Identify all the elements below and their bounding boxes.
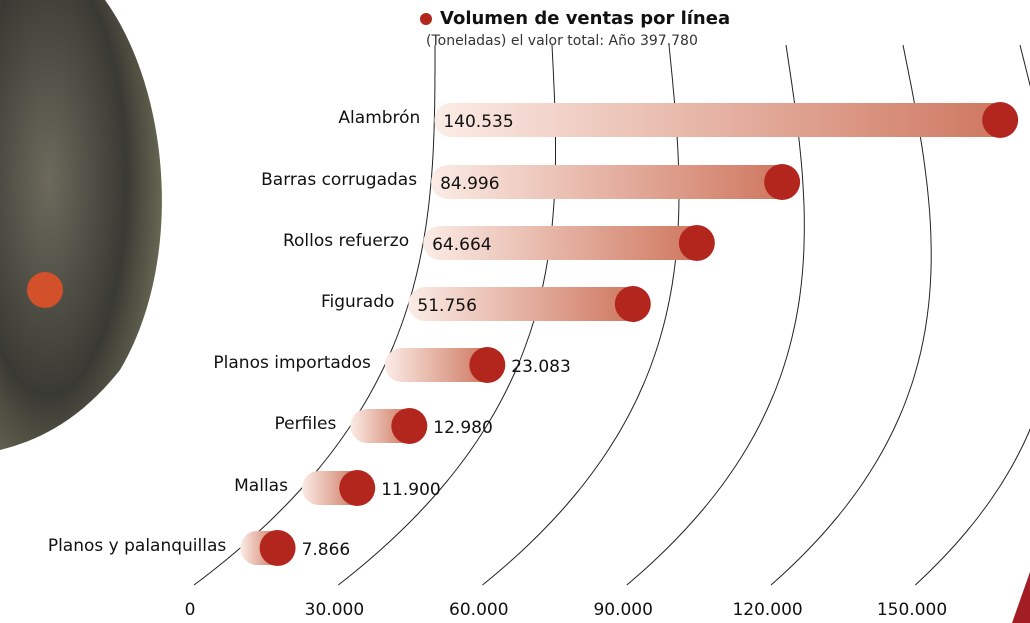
chart-subtitle: (Toneladas) el valor total: Año 397.780 xyxy=(426,33,698,49)
value-label: 23.083 xyxy=(511,357,570,377)
category-label: Planos importados xyxy=(213,353,371,373)
category-label: Mallas xyxy=(234,476,288,496)
bar-end xyxy=(678,225,715,261)
bar xyxy=(384,348,488,382)
corner-accent xyxy=(1012,572,1030,623)
value-label: 51.756 xyxy=(417,296,476,316)
category-label: Rollos refuerzo xyxy=(283,231,409,251)
value-label: 140.535 xyxy=(443,112,513,132)
bar-end xyxy=(764,164,801,200)
grid-line xyxy=(193,45,436,586)
category-label: Planos y palanquillas xyxy=(48,536,227,556)
value-label: 7.866 xyxy=(302,540,351,560)
bar-end xyxy=(614,286,651,322)
x-tick-label: 120.000 xyxy=(732,600,802,620)
value-label: 64.664 xyxy=(432,235,491,255)
x-tick-label: 60.000 xyxy=(449,600,508,620)
bar xyxy=(423,226,697,260)
bar-end xyxy=(982,102,1019,138)
bar-end xyxy=(391,408,428,444)
bar-end xyxy=(339,470,376,506)
value-label: 84.996 xyxy=(440,174,499,194)
category-label: Figurado xyxy=(321,292,394,312)
photo-helmet xyxy=(27,272,63,308)
bar-end xyxy=(259,530,296,566)
photo xyxy=(0,0,162,450)
chart-title: Volumen de ventas por línea xyxy=(440,8,730,29)
bar xyxy=(431,165,783,199)
x-tick-label: 150.000 xyxy=(877,600,947,620)
x-tick-label: 30.000 xyxy=(305,600,364,620)
category-label: Barras corrugadas xyxy=(261,170,417,190)
value-label: 11.900 xyxy=(381,480,440,500)
x-tick-label: 0 xyxy=(185,600,196,620)
bar xyxy=(434,103,1001,137)
bar-end xyxy=(469,347,506,383)
bar xyxy=(408,287,633,321)
category-label: Alambrón xyxy=(338,108,420,128)
category-label: Perfiles xyxy=(275,414,337,434)
x-tick-label: 90.000 xyxy=(593,600,652,620)
value-label: 12.980 xyxy=(433,418,492,438)
grid-line xyxy=(914,44,1030,586)
legend-dot xyxy=(420,13,432,25)
